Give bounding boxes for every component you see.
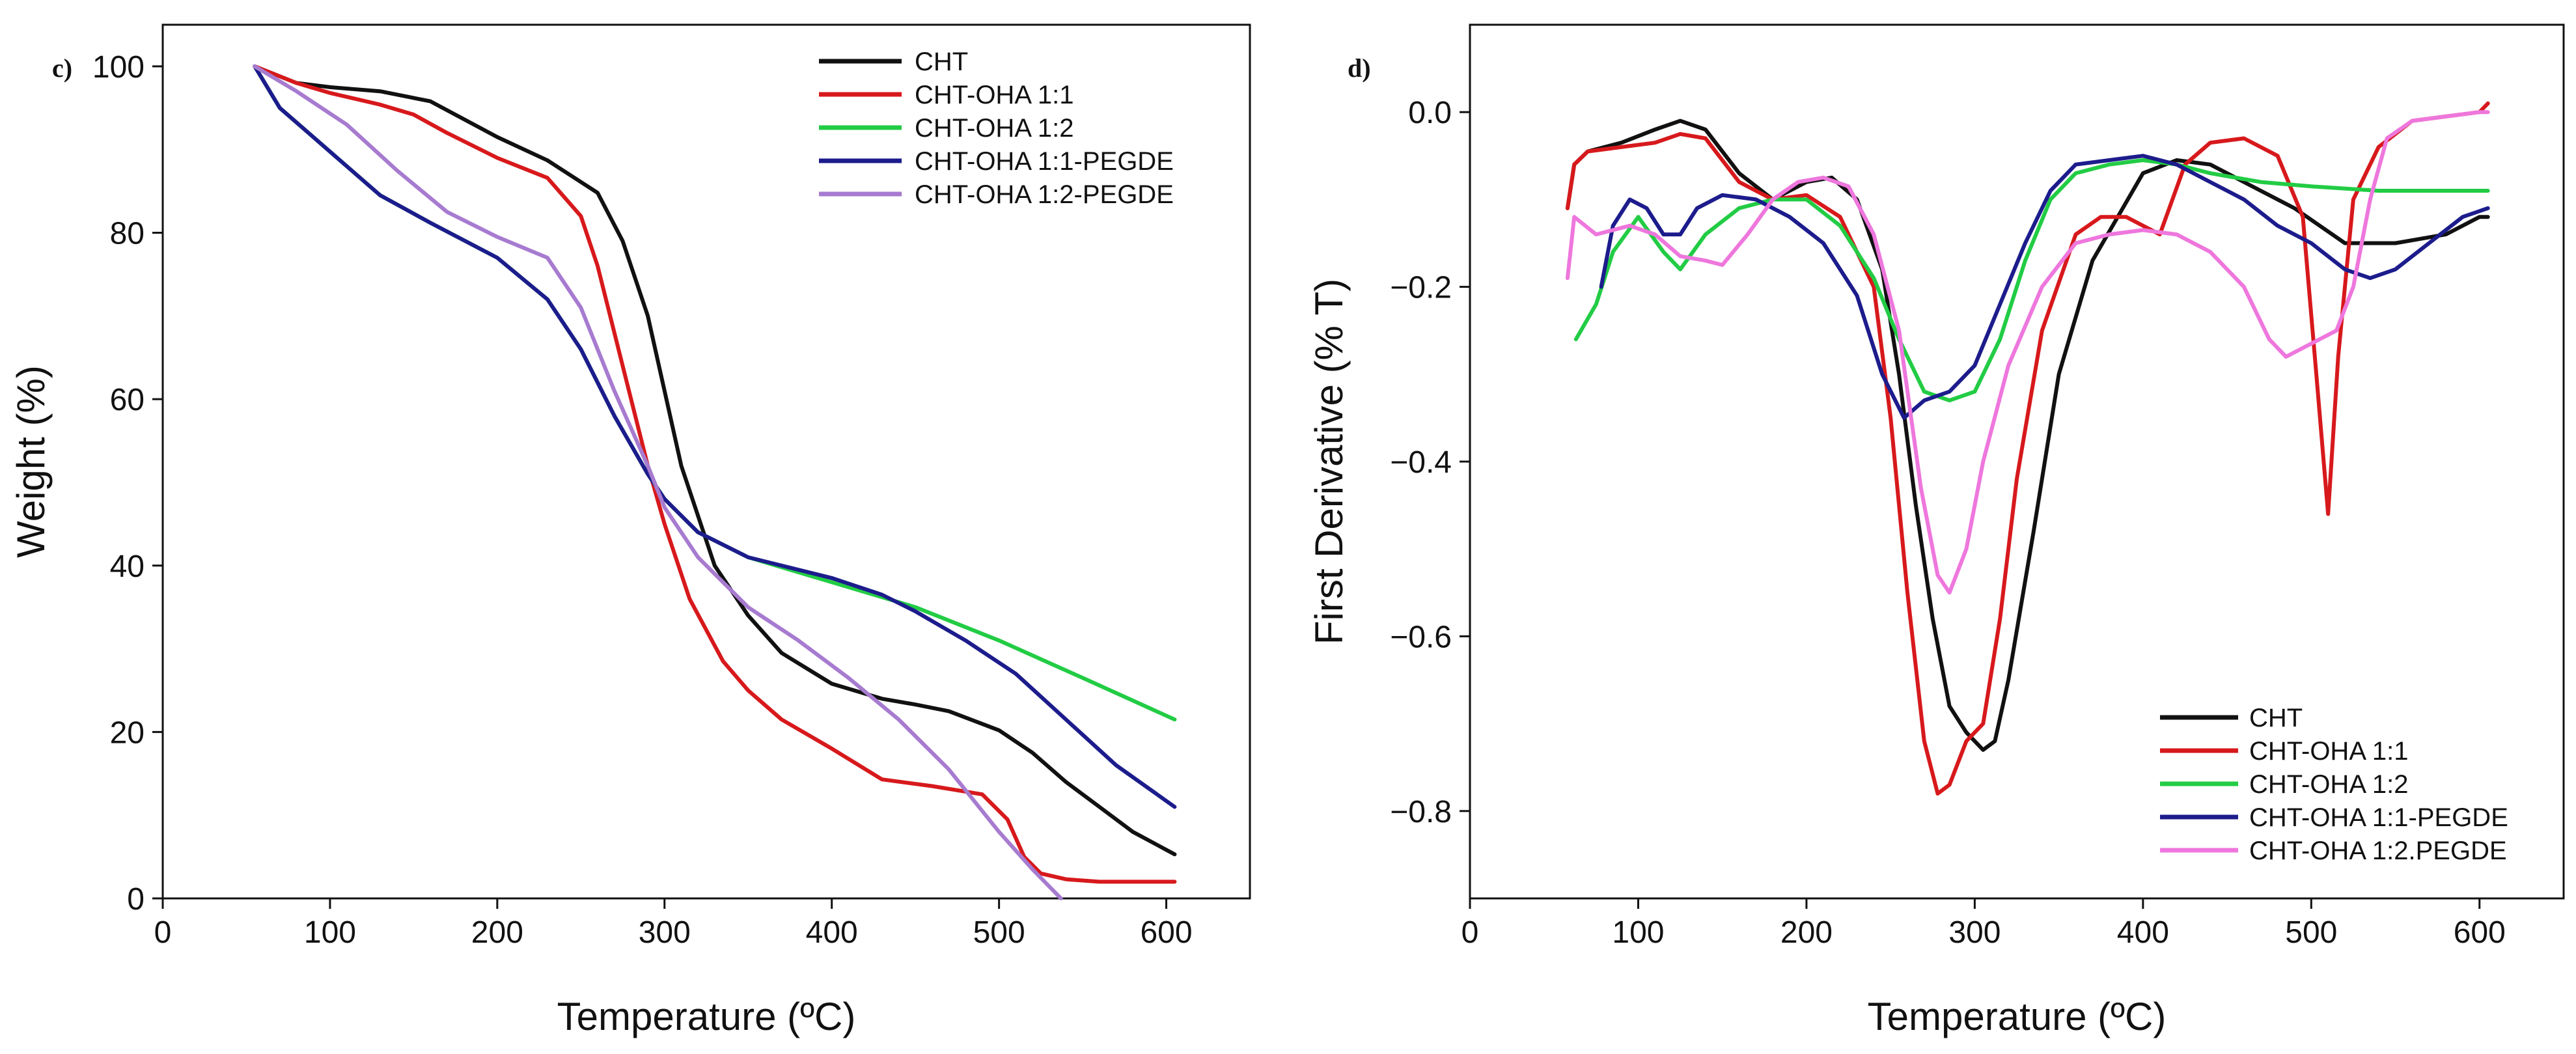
x-tick-label: 400 (806, 915, 858, 950)
y-tick-label: 80 (110, 217, 145, 251)
legend-label: CHT (2249, 704, 2303, 732)
panel-label: c) (52, 53, 72, 83)
y-tick-label: −0.4 (1390, 445, 1452, 480)
legend: CHT CHT-OHA 1:1 CHT-OHA 1:2 CHT-OHA 1:1-PEG… (2160, 704, 2508, 865)
series-line-cht-oha-1-2-pegde (1565, 110, 2490, 595)
plot-frame (161, 23, 1251, 900)
x-tick-label: 100 (304, 915, 356, 950)
y-axis-label: Weight (%) (9, 365, 53, 558)
legend-label: CHT-OHA 1:2.PEGDE (2249, 837, 2507, 865)
x-tick-label: 0 (154, 915, 172, 950)
series-line-cht-oha-1-1-pegde (1599, 154, 2490, 420)
legend-label: CHT-OHA 1:1 (2249, 737, 2409, 766)
x-tick-label: 300 (1948, 915, 2001, 950)
legend-label: CHT-OHA 1:1 (915, 81, 1074, 109)
series-line-cht-oha-1-2-pegde (253, 64, 1063, 900)
x-tick-label: 600 (2454, 915, 2506, 950)
legend-label: CHT-OHA 1:2 (915, 114, 1074, 143)
x-tick-label: 200 (471, 915, 523, 950)
x-tick-label: 500 (2285, 915, 2337, 950)
series-line-cht-oha-1-1 (1565, 101, 2490, 796)
legend-label: CHT-OHA 1:2-PEGDE (915, 180, 1174, 209)
legend-label: CHT (915, 48, 968, 76)
plot-frame (1469, 23, 2565, 900)
y-tick-label: −0.2 (1390, 271, 1452, 305)
y-tick-label: 60 (110, 383, 145, 417)
x-tick-label: 600 (1140, 915, 1192, 950)
dtg-derivative-panel: 0 100 200 300 400 500 600 0.0 −0.2 −0.4 −0.6 −0.8 Te… (1307, 23, 2565, 1038)
legend-label: CHT-OHA 1:2 (2249, 770, 2409, 799)
panel-label: d) (1348, 53, 1371, 83)
y-tick-label: 20 (110, 715, 145, 750)
x-tick-label: 100 (1612, 915, 1664, 950)
series-line-cht-oha-1-2 (1573, 158, 2490, 403)
legend: CHT CHT-OHA 1:1 CHT-OHA 1:2 CHT-OHA 1:1-PEG… (819, 48, 1174, 209)
x-tick-label: 200 (1780, 915, 1833, 950)
x-axis-label: Temperature (ºC) (1868, 995, 2167, 1038)
series-line-cht-oha-1-1 (253, 64, 1177, 884)
y-tick-label: 0 (127, 882, 145, 917)
x-axis-label: Temperature (ºC) (557, 995, 856, 1038)
y-axis-label: First Derivative (% T) (1307, 279, 1351, 645)
y-tick-label: 0.0 (1408, 96, 1452, 130)
x-tick-label: 400 (2117, 915, 2169, 950)
legend-label: CHT-OHA 1:1-PEGDE (2249, 803, 2508, 832)
y-tick-label: 40 (110, 549, 145, 584)
legend-label: CHT-OHA 1:1-PEGDE (915, 147, 1174, 176)
series-line-cht (1565, 118, 2490, 752)
y-tick-label: 100 (92, 50, 145, 85)
x-tick-label: 0 (1461, 915, 1479, 950)
y-tick-label: −0.6 (1390, 620, 1452, 654)
y-tick-label: −0.8 (1390, 795, 1452, 829)
x-tick-label: 300 (639, 915, 691, 950)
series-line-cht-oha-1-1-pegde (253, 64, 1177, 809)
x-tick-label: 500 (973, 915, 1025, 950)
tga-weight-panel: 0 100 200 300 400 500 600 0 20 40 60 80 100 Temperatu… (9, 23, 1251, 1038)
